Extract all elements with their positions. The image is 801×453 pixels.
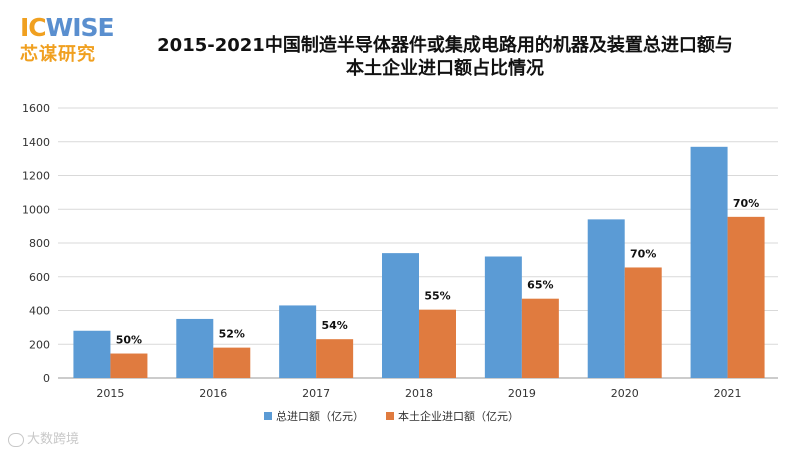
legend-label-local: 本土企业进口额（亿元） — [398, 409, 519, 423]
chart-title-line-2: 本土企业进口额占比情况 — [346, 58, 544, 79]
data-label: 70% — [733, 197, 759, 210]
bar-local-import — [213, 347, 251, 378]
x-tick-label: 2021 — [714, 387, 742, 400]
x-tick-label: 2018 — [405, 387, 433, 400]
bar-local-import — [316, 339, 354, 378]
data-label: 55% — [424, 290, 450, 303]
bar-total-import — [587, 219, 625, 378]
data-label: 54% — [321, 319, 347, 332]
data-label: 52% — [219, 328, 245, 341]
logo-wordmark: ICWISE — [20, 14, 130, 42]
x-tick-label: 2020 — [611, 387, 639, 400]
watermark: 大数跨境 — [8, 428, 79, 447]
y-tick-label: 1600 — [22, 102, 50, 115]
y-tick-label: 800 — [29, 237, 50, 250]
bar-local-import — [110, 353, 148, 378]
x-tick-label: 2017 — [302, 387, 330, 400]
data-label: 70% — [630, 247, 656, 260]
logo-prefix: IC — [20, 13, 47, 42]
watermark-icon — [8, 432, 24, 447]
chart-title-line-1: 2015-2021中国制造半导体器件或集成电路用的机器及装置总进口额与 — [157, 35, 733, 56]
bar-total-import — [176, 318, 214, 378]
logo-suffix: WISE — [45, 13, 115, 42]
y-tick-label: 200 — [29, 338, 50, 351]
x-tick-label: 2019 — [508, 387, 536, 400]
legend-label-total: 总进口额（亿元） — [276, 409, 364, 423]
x-tick-label: 2015 — [96, 387, 124, 400]
bar-local-import — [624, 267, 662, 378]
chart-title: 2015-2021中国制造半导体器件或集成电路用的机器及装置总进口额与 本土企业… — [135, 34, 755, 80]
data-label: 50% — [116, 334, 142, 347]
y-tick-label: 400 — [29, 305, 50, 318]
bar-local-import — [419, 309, 456, 378]
bar-total-import — [690, 146, 728, 378]
bar-total-import — [382, 253, 419, 378]
bar-local-import — [521, 298, 559, 378]
y-tick-label: 0 — [43, 372, 50, 385]
company-logo: ICWISE 芯谋研究 — [20, 14, 130, 74]
y-tick-label: 1000 — [22, 203, 50, 216]
x-tick-label: 2016 — [199, 387, 227, 400]
bar-total-import — [73, 330, 111, 378]
watermark-text: 大数跨境 — [27, 432, 80, 447]
y-tick-label: 1400 — [22, 136, 50, 149]
y-tick-label: 600 — [29, 271, 50, 284]
data-label: 65% — [527, 279, 553, 292]
bar-local-import — [727, 216, 765, 378]
legend-swatch-total — [264, 412, 272, 420]
y-tick-label: 1200 — [22, 170, 50, 183]
bar-total-import — [484, 256, 522, 378]
bar-total-import — [279, 305, 317, 378]
legend-swatch-local — [386, 412, 394, 420]
logo-chinese: 芯谋研究 — [20, 44, 96, 65]
